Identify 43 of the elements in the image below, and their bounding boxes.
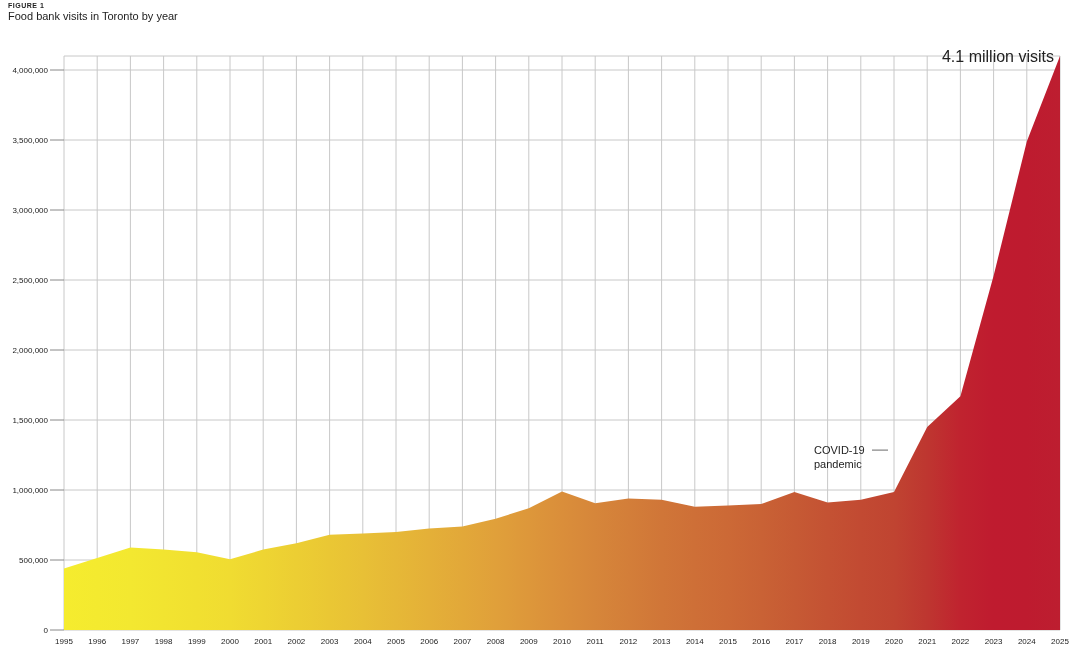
x-tick-label: 2002 <box>287 636 306 646</box>
x-tick-label: 2004 <box>353 636 373 646</box>
x-tick-label: 2005 <box>387 636 406 646</box>
x-tick-label: 1997 <box>121 636 140 646</box>
x-tick-label: 2009 <box>519 636 539 646</box>
x-tick-label: 2021 <box>918 636 937 646</box>
chart-title: Food bank visits in Toronto by year <box>8 10 179 22</box>
x-tick-label: 2019 <box>851 636 871 646</box>
y-tick-label: 500,000 <box>19 555 49 565</box>
x-tick-label: 2011 <box>586 636 605 646</box>
y-tick-label: 0 <box>43 625 49 635</box>
x-tick-label: 2024 <box>1017 636 1037 646</box>
x-tick-label: 1999 <box>187 636 207 646</box>
x-tick-label: 2015 <box>719 636 738 646</box>
x-tick-label: 2020 <box>885 636 904 646</box>
x-tick-label: 2003 <box>320 636 340 646</box>
x-tick-label: 2012 <box>619 636 638 646</box>
x-tick-label: 2007 <box>453 636 472 646</box>
x-tick-label: 2018 <box>818 636 838 646</box>
x-tick-label: 2006 <box>420 636 439 646</box>
annotation: COVID-19 pandemic <box>814 444 865 471</box>
x-tick-label: 2022 <box>951 636 970 646</box>
x-tick-label: 2017 <box>785 636 804 646</box>
x-tick-label: 2010 <box>553 636 572 646</box>
x-tick-label: 1995 <box>55 636 74 646</box>
x-tick-label: 2016 <box>752 636 771 646</box>
y-tick-label: 1,500,000 <box>12 415 49 425</box>
annotation: 4.1 million visits <box>941 47 1054 65</box>
y-tick-label: 1,000,000 <box>12 485 49 495</box>
x-tick-label: 2014 <box>685 636 705 646</box>
y-tick-label: 3,000,000 <box>12 205 49 215</box>
x-tick-label: 2023 <box>984 636 1004 646</box>
y-tick-label: 4,000,000 <box>12 65 49 75</box>
y-tick-label: 2,500,000 <box>12 275 49 285</box>
x-tick-label: 2000 <box>221 636 240 646</box>
x-tick-label: 1996 <box>88 636 107 646</box>
y-tick-label: 2,000,000 <box>12 345 49 355</box>
x-tick-label: 2001 <box>254 636 273 646</box>
x-tick-label: 1998 <box>154 636 174 646</box>
y-tick-label: 3,500,000 <box>12 135 49 145</box>
x-tick-label: 2008 <box>486 636 506 646</box>
x-tick-label: 2013 <box>652 636 672 646</box>
x-tick-label: 2025 <box>1051 636 1070 646</box>
